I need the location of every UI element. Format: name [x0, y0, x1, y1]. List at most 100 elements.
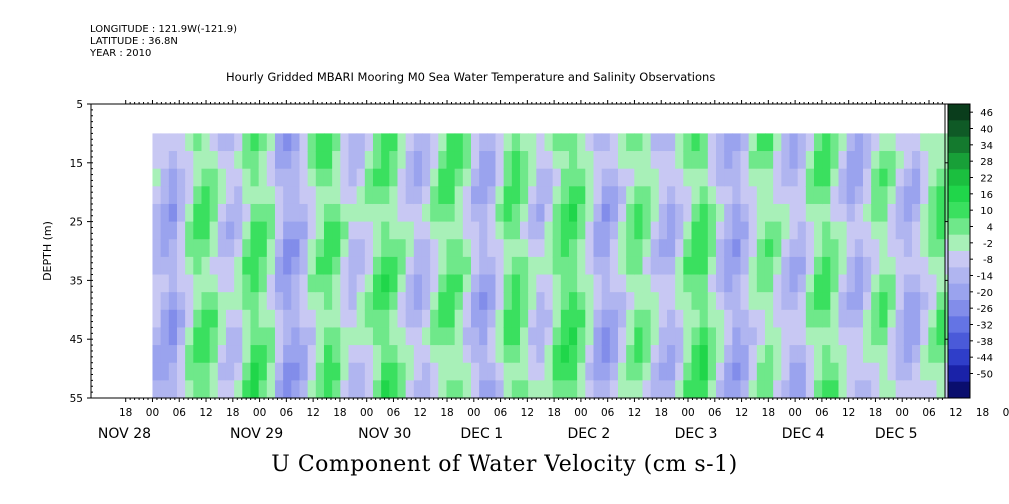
colorbar-swatch	[948, 169, 970, 187]
heat-cell	[389, 186, 399, 205]
heat-cell	[699, 186, 709, 205]
heat-cell	[519, 274, 529, 293]
heat-cell	[585, 133, 595, 152]
heat-cell	[234, 133, 243, 152]
heat-cell	[928, 327, 938, 346]
heat-cell	[560, 327, 570, 346]
heat-cell	[552, 380, 562, 399]
heat-cell	[503, 380, 513, 399]
heat-cell	[299, 221, 309, 240]
heat-cell	[544, 274, 554, 293]
heat-cell	[683, 309, 693, 329]
heat-cell	[617, 186, 627, 205]
heat-cell	[193, 186, 203, 205]
colorbar-label: -44	[977, 353, 993, 364]
heat-cell	[389, 362, 399, 381]
heat-cell	[176, 168, 186, 187]
heat-cell	[593, 186, 603, 205]
heat-cell	[879, 133, 889, 152]
heat-cell	[658, 133, 668, 152]
x-hour-label: 00	[253, 407, 266, 419]
heat-cell	[830, 309, 840, 329]
heat-cell	[715, 239, 725, 258]
heat-cell	[446, 380, 456, 399]
heat-cell	[519, 203, 529, 223]
heat-cell	[789, 327, 799, 346]
heat-cell	[756, 345, 766, 364]
heat-cell	[634, 309, 644, 329]
heat-cell	[887, 345, 897, 364]
heat-cell	[234, 292, 243, 311]
heat-cell	[683, 256, 693, 276]
heat-cell	[830, 327, 840, 346]
heat-cell	[332, 168, 341, 187]
x-hour-label: 18	[547, 407, 560, 419]
heat-cell	[209, 239, 219, 258]
heat-cell	[348, 133, 358, 152]
heat-cell	[601, 151, 611, 170]
heat-cell	[773, 203, 782, 223]
heat-cell	[519, 151, 529, 170]
heat-cell	[773, 221, 782, 240]
heat-cell	[332, 292, 341, 311]
heat-cell	[854, 239, 864, 258]
heat-cell	[405, 274, 415, 293]
heat-cell	[217, 292, 227, 311]
heat-cell	[413, 327, 423, 346]
heat-cell	[176, 345, 186, 364]
x-hour-label: 12	[842, 407, 855, 419]
heat-cell	[511, 362, 521, 381]
heat-cell	[675, 345, 684, 364]
heat-cell	[511, 292, 521, 311]
heat-cell	[372, 133, 382, 152]
heat-cell	[503, 292, 513, 311]
heat-cell	[912, 292, 921, 311]
heat-cell	[201, 292, 211, 311]
heat-cell	[887, 380, 897, 399]
heat-cell	[470, 133, 480, 152]
heat-cell	[266, 345, 276, 364]
heat-cell	[724, 292, 733, 311]
heat-cell	[430, 380, 439, 399]
heat-cell	[634, 133, 644, 152]
heat-cell	[201, 327, 211, 346]
heat-cell	[601, 380, 611, 399]
heat-cell	[176, 151, 186, 170]
heat-cell	[250, 362, 260, 381]
heat-cell	[642, 168, 652, 187]
x-hour-label: 06	[494, 407, 508, 419]
x-hour-label: 12	[414, 407, 427, 419]
heat-cell	[283, 203, 292, 223]
heat-cell	[250, 309, 260, 329]
heat-cell	[168, 168, 178, 187]
colorbar-label: 16	[980, 190, 993, 201]
heat-cell	[585, 151, 595, 170]
heat-cell	[822, 362, 831, 381]
heat-cell	[479, 345, 488, 364]
heat-cell	[217, 203, 227, 223]
heat-cell	[609, 168, 619, 187]
heat-cell	[863, 168, 872, 187]
heat-cell	[887, 239, 897, 258]
heat-cell	[658, 362, 668, 381]
heat-cell	[389, 309, 399, 329]
heat-cell	[903, 151, 913, 170]
colorbar-label: 40	[980, 125, 993, 136]
heat-cell	[454, 186, 464, 205]
heat-cell	[699, 168, 709, 187]
heat-cell	[503, 309, 513, 329]
heat-cell	[356, 274, 366, 293]
heat-cell	[642, 133, 652, 152]
heat-cell	[519, 362, 529, 381]
heat-cell	[291, 327, 301, 346]
heat-cell	[830, 221, 840, 240]
heat-cell	[160, 327, 170, 346]
heat-cell	[846, 186, 856, 205]
heat-cell	[323, 239, 333, 258]
heat-cell	[568, 168, 578, 187]
heat-cell	[283, 133, 292, 152]
heat-cell	[356, 186, 366, 205]
heat-cell	[536, 309, 546, 329]
heat-cell	[381, 203, 390, 223]
